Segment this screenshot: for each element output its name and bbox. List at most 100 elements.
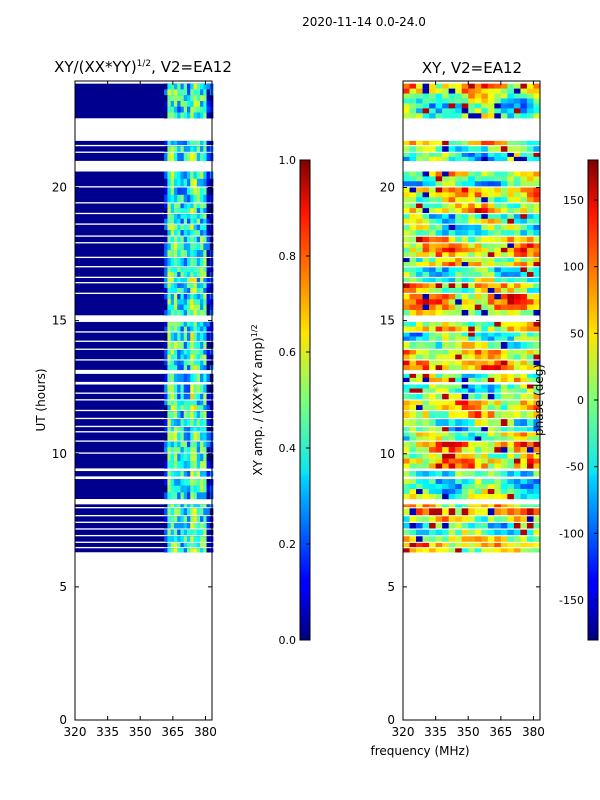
phase-cell: [448, 548, 456, 553]
amplitude-cell: [193, 89, 198, 96]
amplitude-cell: [173, 349, 178, 355]
phase-cell: [448, 156, 456, 162]
amplitude-cell: [190, 447, 194, 453]
amplitude-cell: [193, 354, 198, 360]
amplitude-cell: [203, 400, 207, 406]
amplitude-cell: [180, 542, 185, 548]
phase-cell: [416, 341, 423, 349]
phase-cell: [416, 494, 423, 500]
amplitude-cell: [186, 288, 191, 293]
phase-cell: [461, 377, 469, 383]
amplitude-cell: [206, 203, 211, 209]
amplitude-cell: [164, 384, 168, 393]
phase-cell: [455, 393, 463, 400]
amplitude-cell: [193, 178, 198, 187]
amplitude-cell: [177, 400, 181, 406]
phase-cell: [487, 393, 495, 400]
amplitude-cell: [180, 411, 185, 419]
amplitude-cell: [183, 83, 188, 90]
phase-cell: [409, 336, 417, 341]
phase-cell: [429, 272, 436, 277]
phase-cell: [468, 309, 476, 316]
phase-cell: [481, 548, 489, 553]
amplitude-ytick-label: 10: [52, 447, 67, 461]
phase-cell: [520, 516, 528, 522]
phase-cell: [422, 522, 430, 529]
amplitude-cell: [170, 283, 175, 289]
phase-cell: [507, 384, 515, 389]
phase-cell: [533, 171, 541, 177]
phase-cell: [526, 93, 534, 99]
amplitude-cell: [180, 419, 185, 426]
phase-cell: [520, 140, 528, 146]
phase-cell: [409, 304, 417, 311]
phase-cell: [422, 113, 430, 119]
phase-cell: [416, 224, 423, 231]
phase-cell: [474, 484, 482, 490]
amplitude-cell: [206, 278, 211, 283]
amplitude-cell: [167, 243, 171, 251]
amplitude-cell: [183, 214, 188, 219]
amplitude-cell: [200, 427, 204, 432]
phase-cell: [448, 224, 456, 231]
phase-cell: [435, 88, 443, 94]
phase-cell: [494, 405, 502, 411]
amplitude-cell: [167, 194, 171, 203]
phase-cell: [513, 192, 521, 198]
phase-cell: [533, 548, 541, 553]
phase-cell: [435, 243, 443, 249]
amplitude-cell: [170, 365, 175, 371]
phase-cell: [526, 230, 534, 236]
phase-cell: [403, 197, 410, 203]
phase-cell: [494, 283, 502, 289]
phase-cell: [455, 83, 463, 89]
phase-cell: [526, 272, 534, 277]
phase-cell: [409, 484, 417, 490]
phase-cell: [494, 516, 502, 522]
phase-cell: [422, 171, 430, 177]
phase-cell: [416, 349, 423, 355]
phase-cell: [481, 236, 489, 243]
amplitude-cell: [196, 349, 201, 355]
amplitude-cell: [203, 427, 207, 432]
phase-cell: [494, 294, 502, 300]
phase-cell: [500, 258, 508, 263]
phase-cell: [403, 504, 410, 508]
amplitude-cell: [177, 203, 181, 209]
amplitude-cell: [170, 349, 175, 355]
amplitude-cell: [167, 321, 171, 327]
amplitude-cell: [206, 267, 211, 273]
phase-cell: [442, 258, 449, 263]
phase-cell: [507, 236, 515, 243]
phase-cell: [526, 187, 534, 193]
phase-cell: [500, 405, 508, 411]
phase-cell: [409, 140, 417, 146]
phase-cell: [435, 494, 443, 500]
phase-cell: [494, 93, 502, 99]
phase-cell: [507, 441, 515, 448]
phase-cell: [422, 247, 430, 253]
phase-cell: [461, 419, 469, 426]
phase-cell: [416, 542, 423, 548]
amplitude-cell: [170, 405, 175, 411]
amplitude-cell: [180, 471, 185, 477]
phase-cell: [507, 388, 515, 393]
phase-cell: [442, 400, 449, 406]
amplitude-cell: [167, 214, 171, 219]
phase-cell: [500, 377, 508, 383]
phase-cell: [455, 98, 463, 104]
amplitude-cell: [183, 419, 188, 426]
phase-cell: [468, 365, 476, 371]
amplitude-cell: [193, 171, 198, 180]
amplitude-cell: [196, 243, 201, 251]
phase-cell: [403, 516, 410, 522]
phase-cell: [500, 294, 508, 300]
amplitude-cell: [193, 243, 198, 251]
amplitude-cell: [196, 492, 201, 500]
amplitude-data-row: [75, 419, 212, 426]
phase-cell: [442, 326, 449, 332]
amplitude-cell: [177, 349, 181, 355]
phase-cell: [409, 447, 417, 453]
phase-cell: [507, 294, 515, 300]
amplitude-cell: [170, 106, 175, 113]
